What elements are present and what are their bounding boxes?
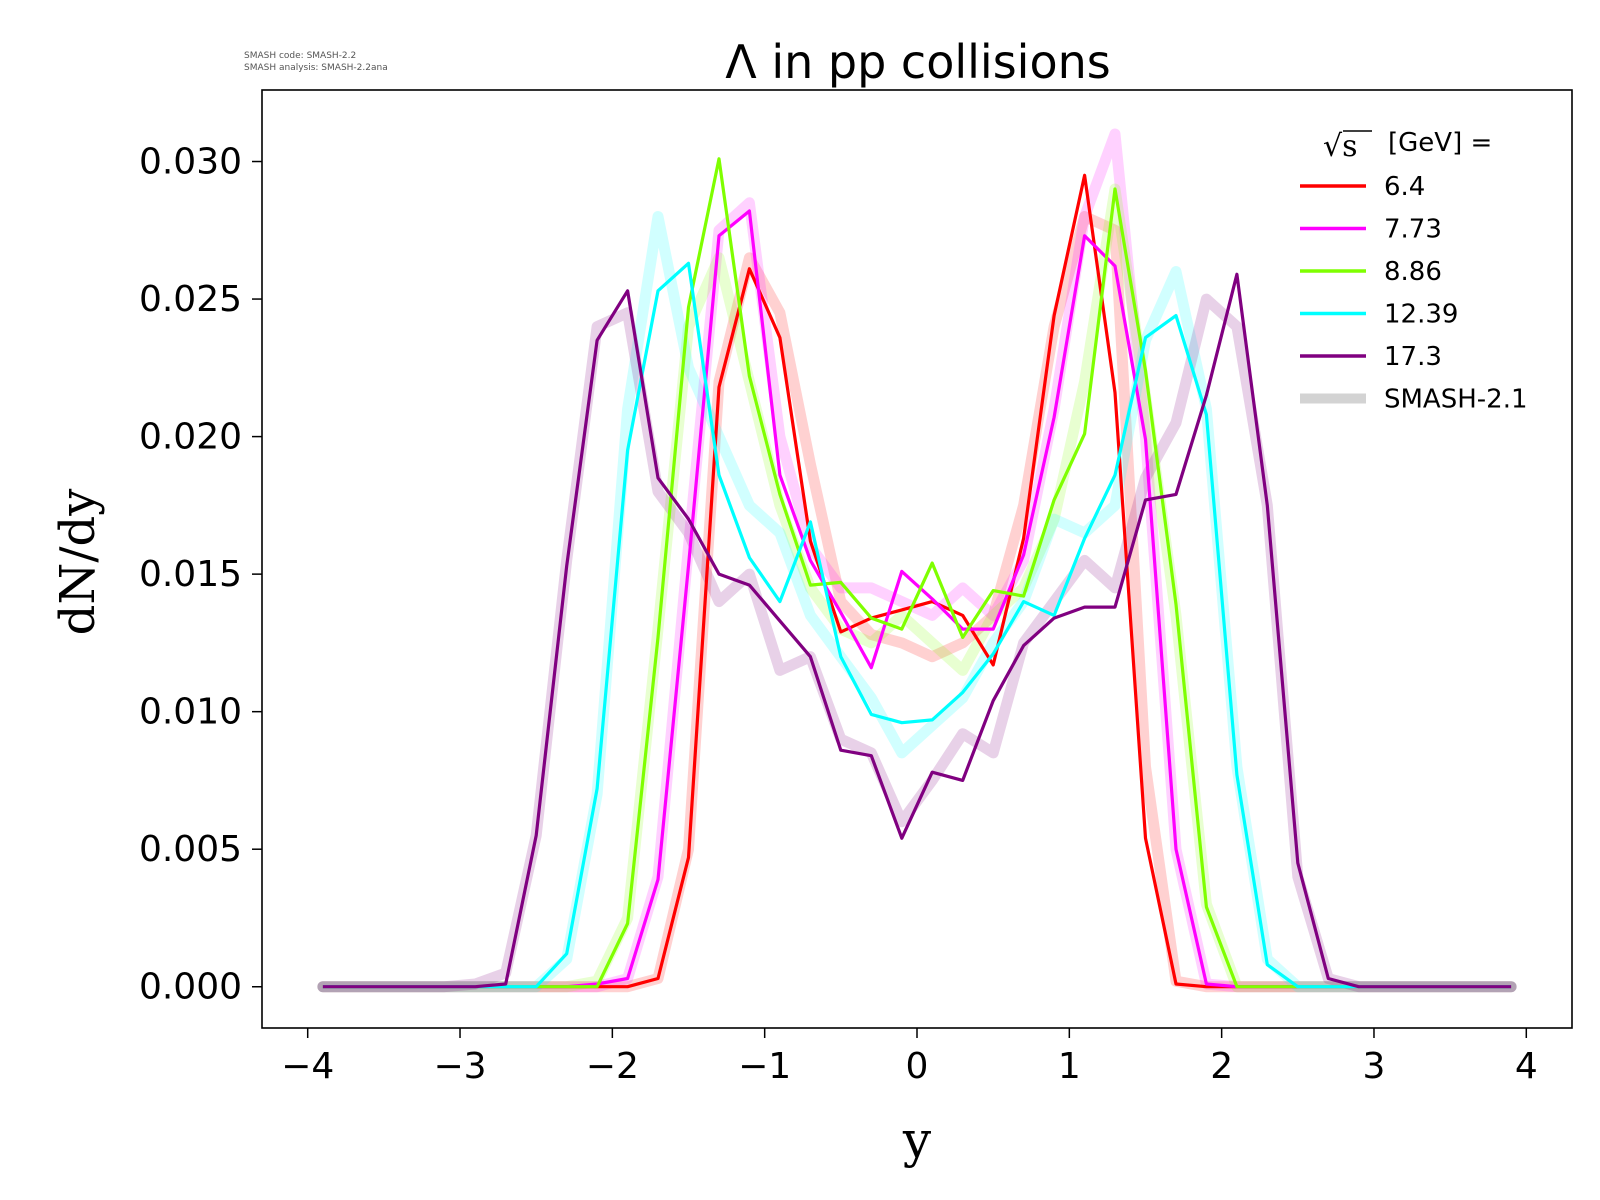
x-tick-label: −4 [281, 1046, 334, 1087]
x-tick-label: 0 [906, 1046, 929, 1087]
x-tick-label: 2 [1210, 1046, 1233, 1087]
y-tick-label: 0.000 [139, 967, 242, 1008]
legend-title-text: [GeV] = [1388, 128, 1492, 158]
y-tick-label: 0.020 [139, 417, 242, 458]
y-tick-label: 0.010 [139, 692, 242, 733]
y-tick-label: 0.030 [139, 142, 242, 183]
series-line [322, 173, 1512, 989]
x-tick-label: 1 [1058, 1046, 1081, 1087]
reference-series-line [317, 211, 1517, 993]
legend-label: 12.39 [1384, 300, 1458, 330]
legend-label: 6.4 [1384, 172, 1425, 202]
legend-items: 6.4 7.73 8.86 12.39 17.3 SMASH-2.1 [1300, 172, 1528, 415]
x-tick-label: −2 [586, 1046, 639, 1087]
legend-title: √s [GeV] = [1323, 128, 1492, 164]
series-line [322, 157, 1512, 989]
legend-label: 7.73 [1384, 215, 1442, 245]
y-tick-label: 0.025 [139, 279, 242, 320]
x-axis-label: y [902, 1111, 932, 1169]
x-tick-label: −1 [738, 1046, 791, 1087]
series-line [322, 272, 1512, 989]
plot-frame [261, 89, 1573, 1029]
legend-label: 8.86 [1384, 257, 1442, 287]
legend-label: 17.3 [1384, 342, 1442, 372]
y-tick-label: 0.015 [139, 554, 242, 595]
reference-series-line [317, 128, 1517, 993]
legend-label: SMASH-2.1 [1384, 385, 1528, 415]
x-tick-label: 3 [1363, 1046, 1386, 1087]
reference-series-line [317, 211, 1517, 993]
watermark-analysis: SMASH analysis: SMASH-2.2ana [244, 63, 388, 73]
x-tick-label: −3 [433, 1046, 486, 1087]
y-axis: 0.000 0.005 0.010 0.015 0.020 0.025 0.030 [139, 142, 262, 1008]
watermark-code: SMASH code: SMASH-2.2 [244, 51, 356, 61]
y-axis-label: dN/dy [50, 489, 106, 636]
reference-series-line [317, 183, 1517, 993]
series-layer [322, 157, 1512, 989]
reference-series-layer [317, 128, 1517, 993]
legend-sqrt-symbol: √s [1323, 129, 1358, 164]
legend: √s [GeV] = 6.4 7.73 8.86 12.39 17.3 SMASH-2.1 [1300, 128, 1528, 415]
x-axis: −4 −3 −2 −1 0 1 2 3 4 [281, 1028, 1538, 1087]
series-line [322, 261, 1512, 989]
x-tick-label: 4 [1515, 1046, 1538, 1087]
y-tick-label: 0.005 [139, 829, 242, 870]
chart-title: Λ in pp collisions [725, 35, 1110, 89]
watermark: SMASH code: SMASH-2.2 SMASH analysis: SM… [244, 51, 388, 73]
